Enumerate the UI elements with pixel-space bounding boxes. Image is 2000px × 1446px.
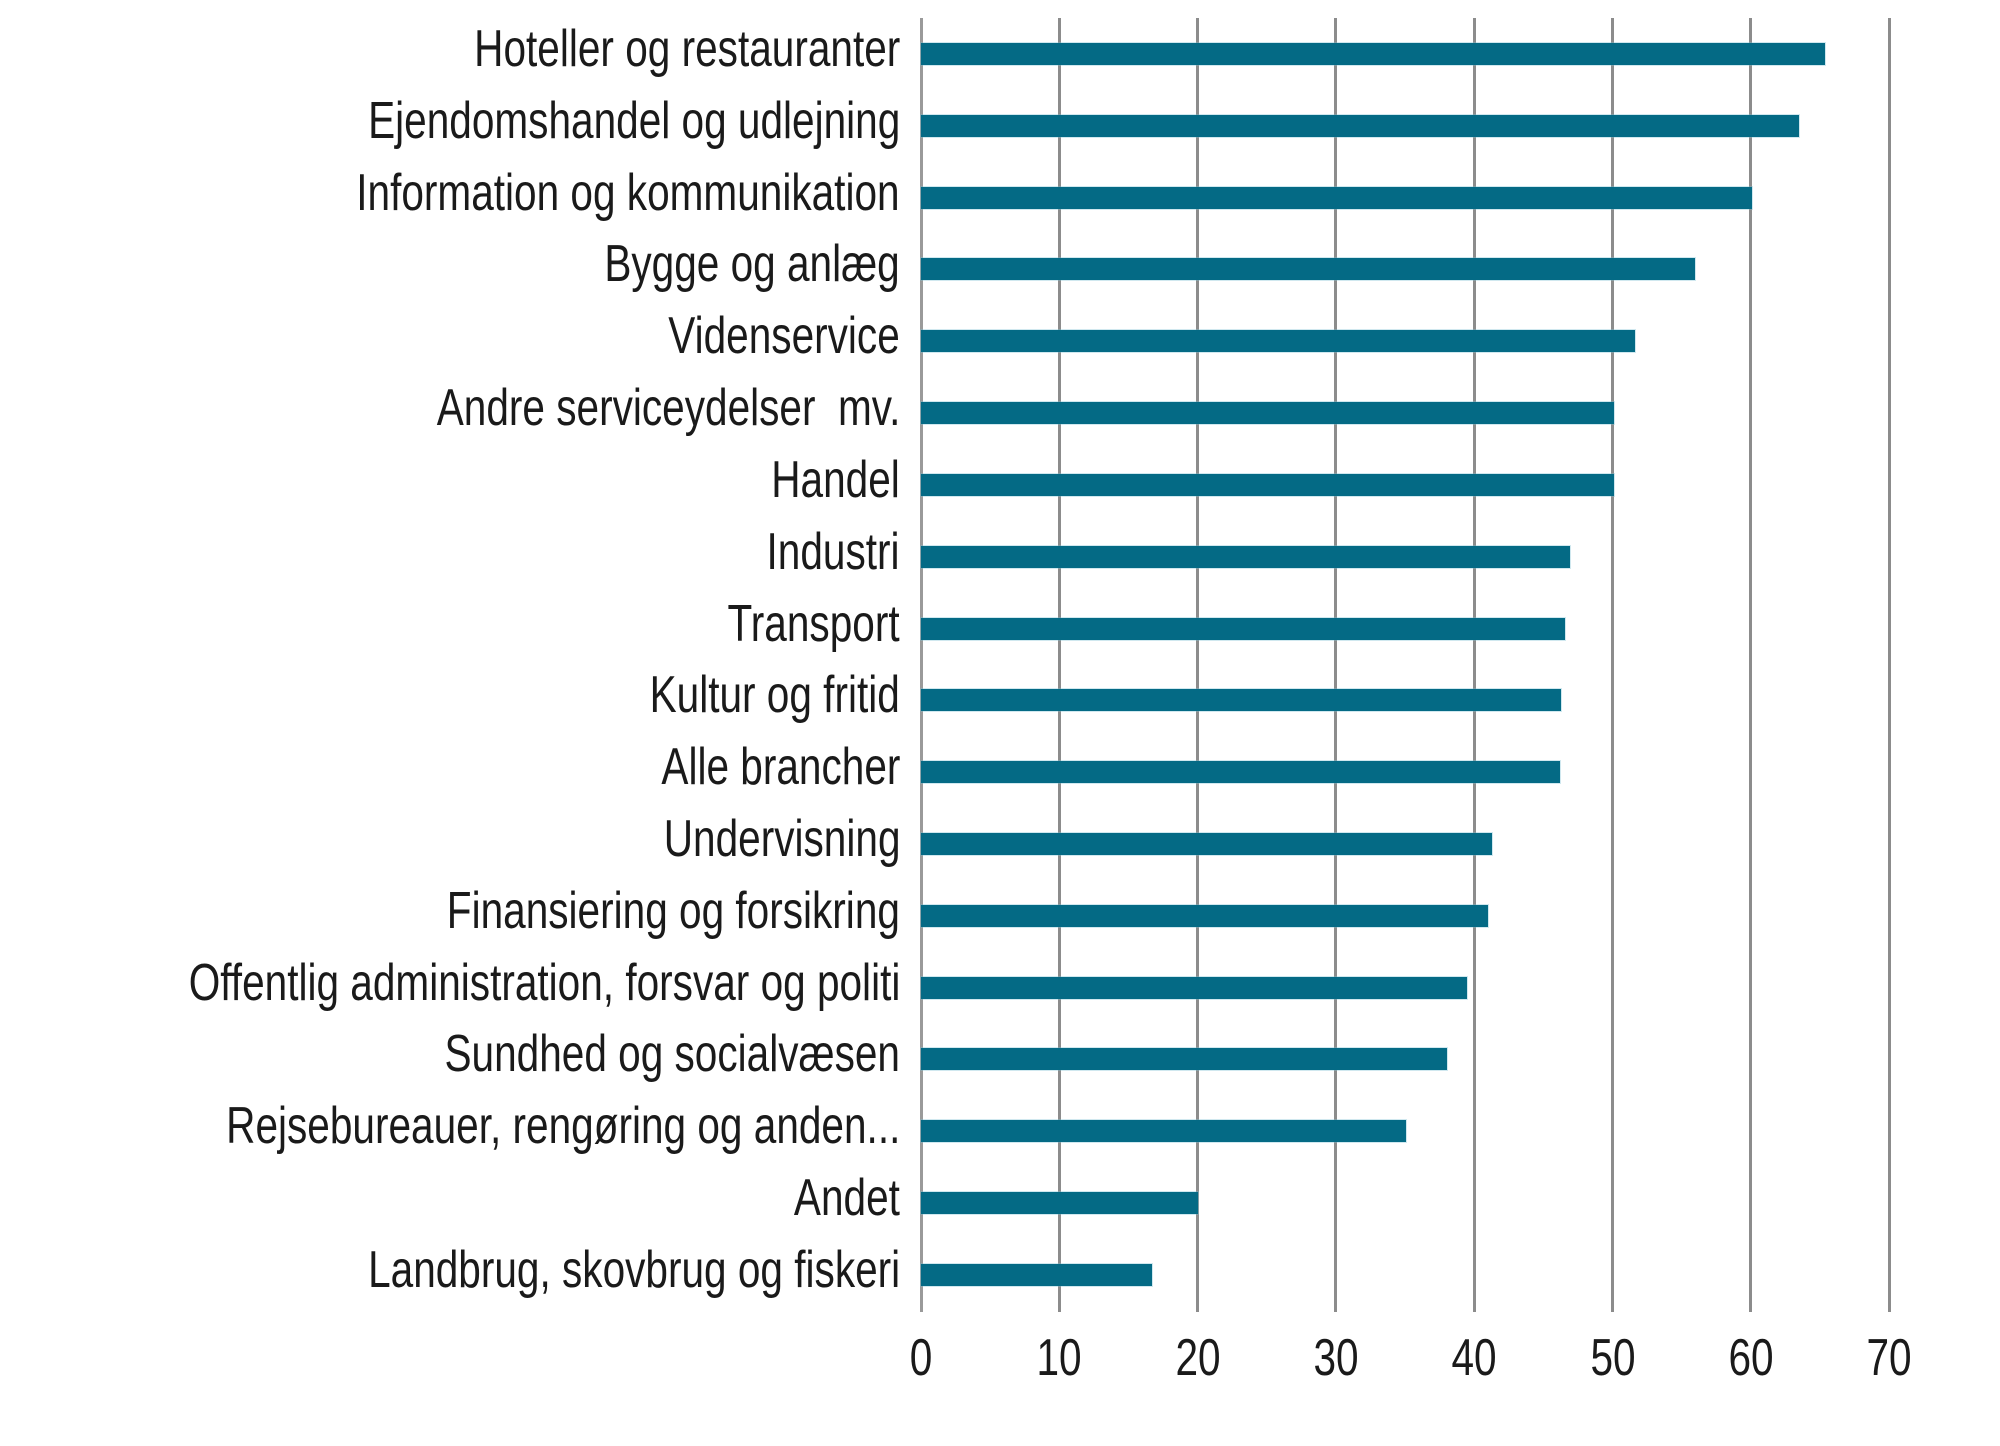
x-tick-label: 50 [1589, 1329, 1636, 1387]
category-label: Ejendomshandel og udlejning [367, 91, 900, 150]
category-label: Undervisning [663, 810, 900, 869]
category-label: Sundhed og socialvæsen [444, 1025, 900, 1084]
x-tick-label: 30 [1313, 1329, 1359, 1387]
bar [921, 545, 1570, 568]
category-label: Rejsebureauer, rengøring og anden... [225, 1097, 900, 1156]
bar [921, 114, 1800, 137]
bar [921, 1192, 1198, 1215]
gridline [1887, 18, 1891, 1312]
bar [921, 186, 1753, 209]
bar [921, 1048, 1447, 1071]
bar [921, 904, 1489, 927]
category-label: Finansiering og forsikring [446, 881, 900, 940]
category-label: Alle brancher [661, 738, 900, 797]
x-tick-label: 60 [1728, 1329, 1774, 1387]
category-label: Information og kommunikation [356, 163, 900, 222]
y-axis-line [919, 18, 923, 1312]
bar [921, 402, 1614, 425]
category-label: Offentlig administration, forsvar og pol… [188, 953, 900, 1012]
category-label: Hoteller og restauranter [473, 20, 900, 78]
category-label: Kultur og fritid [649, 666, 900, 725]
gridline [1196, 18, 1200, 1312]
gridline [1611, 18, 1614, 1312]
bar [921, 976, 1468, 999]
x-tick-label: 70 [1866, 1329, 1912, 1387]
bar [921, 689, 1562, 712]
category-label: Industri [766, 522, 900, 581]
bar [921, 617, 1566, 640]
bar [921, 473, 1614, 496]
gridline [1472, 18, 1476, 1312]
category-label: Andre serviceydelser mv. [436, 379, 900, 438]
category-label: Andet [794, 1169, 900, 1228]
x-tick-label: 40 [1451, 1329, 1497, 1387]
category-label: Transport [727, 594, 900, 653]
x-tick-label: 20 [1175, 1329, 1221, 1387]
bar [921, 1263, 1152, 1286]
category-label: Landbrug, skovbrug og fiskeri [367, 1240, 900, 1299]
bar [921, 1120, 1407, 1143]
bar [921, 43, 1826, 65]
x-tick-label: 0 [909, 1329, 933, 1387]
bar [921, 258, 1696, 281]
gridline [1749, 18, 1753, 1312]
bar [921, 330, 1635, 353]
category-label: Handel [771, 450, 900, 509]
gridline [1334, 18, 1338, 1312]
x-tick-label: 10 [1036, 1329, 1082, 1387]
bar [921, 833, 1493, 856]
bar [921, 761, 1560, 784]
category-label: Bygge og anlæg [604, 235, 900, 294]
gridline [1057, 18, 1061, 1312]
category-label: Videnservice [668, 307, 900, 366]
